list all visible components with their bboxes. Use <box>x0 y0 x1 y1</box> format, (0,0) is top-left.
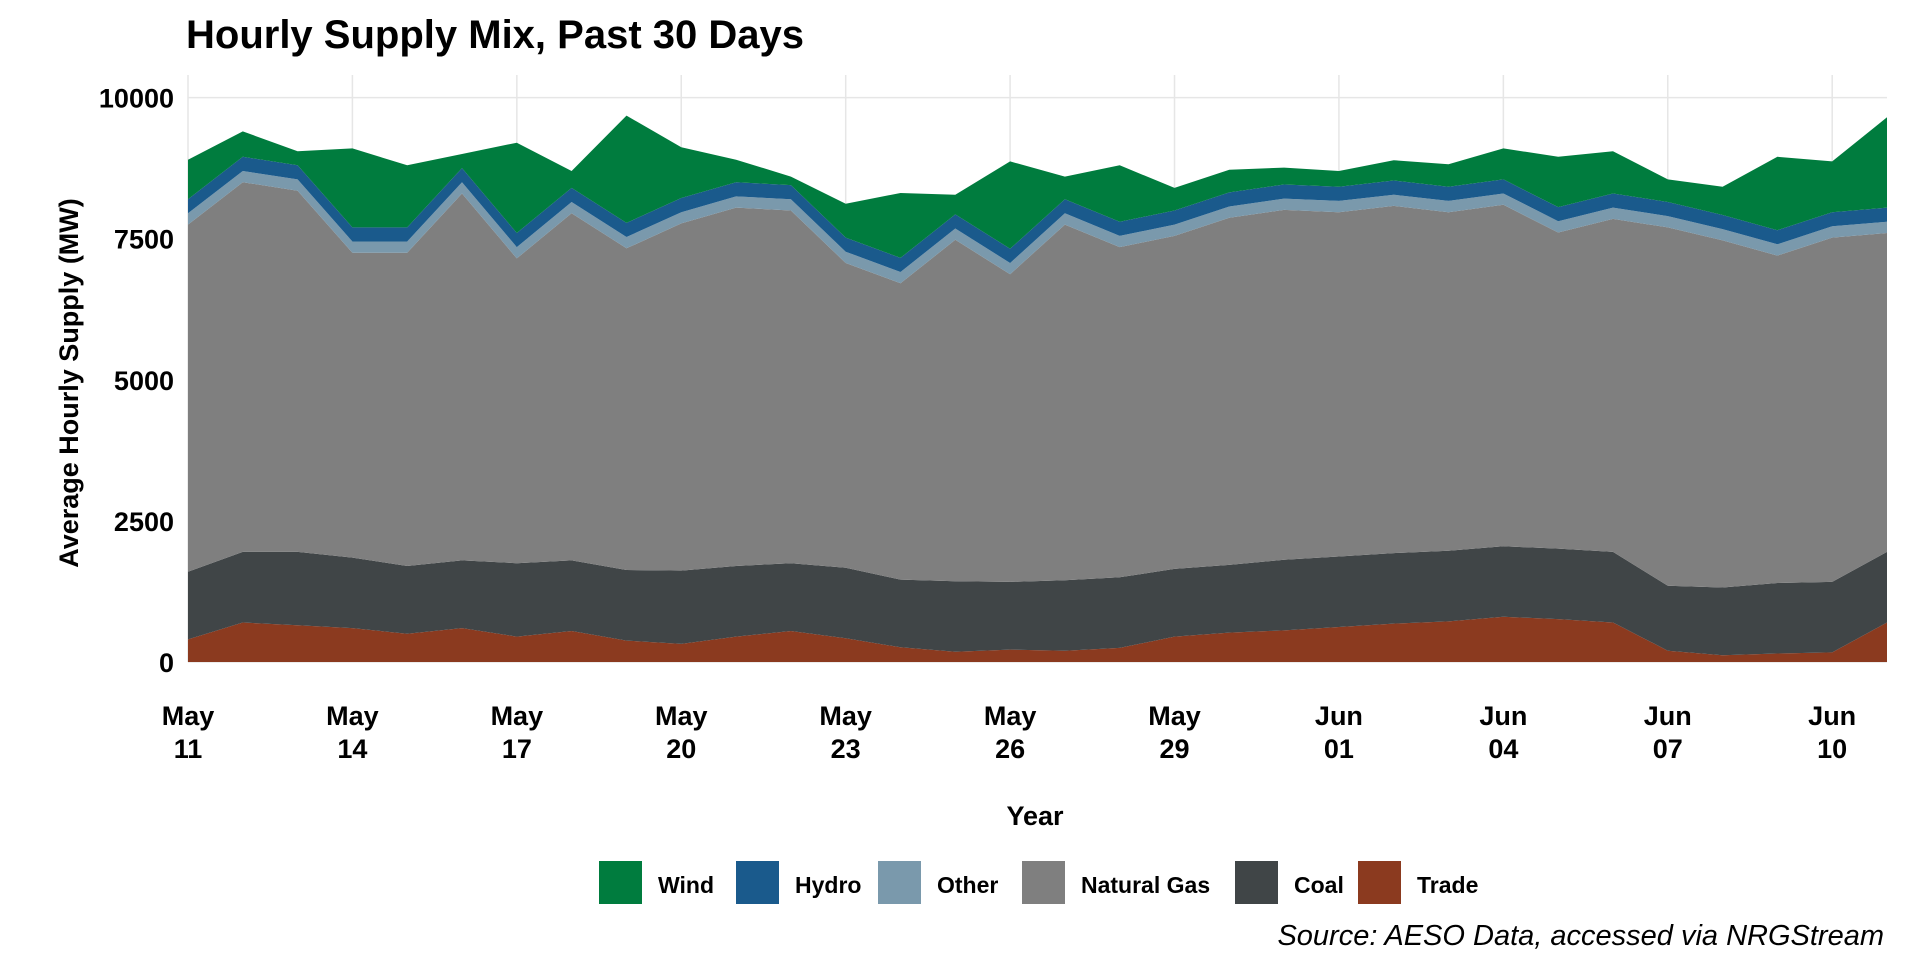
y-axis-ticks: 0 2500 5000 7500 10000 <box>99 84 174 678</box>
legend-label-trade: Trade <box>1417 872 1478 898</box>
x-tick-day-9: 07 <box>1653 734 1683 764</box>
area-hydro <box>188 156 1887 272</box>
legend: Wind Hydro Other Natural Gas Coal Trade <box>599 861 1478 904</box>
legend-label-natural-gas: Natural Gas <box>1081 872 1210 898</box>
legend-swatch-natural-gas <box>1022 861 1065 904</box>
legend-swatch-other <box>878 861 921 904</box>
legend-swatch-trade <box>1358 861 1401 904</box>
x-tick-month-9: Jun <box>1644 701 1692 731</box>
x-tick-day-4: 23 <box>831 734 861 764</box>
legend-label-coal: Coal <box>1294 872 1344 898</box>
legend-label-other: Other <box>937 872 998 898</box>
x-tick-month-8: Jun <box>1479 701 1527 731</box>
x-tick-month-0: May <box>162 701 215 731</box>
x-tick-month-3: May <box>655 701 708 731</box>
x-axis-label: Year <box>1006 801 1064 831</box>
y-tick-label-1: 2500 <box>114 507 174 537</box>
chart-title: Hourly Supply Mix, Past 30 Days <box>186 13 804 57</box>
x-tick-day-6: 29 <box>1159 734 1189 764</box>
source-note: Source: AESO Data, accessed via NRGStrea… <box>1277 920 1884 952</box>
x-tick-day-8: 04 <box>1488 734 1518 764</box>
y-tick-label-2: 5000 <box>114 366 174 396</box>
x-tick-day-7: 01 <box>1324 734 1354 764</box>
area-coal <box>188 546 1887 656</box>
x-tick-day-10: 10 <box>1817 734 1847 764</box>
legend-swatch-hydro <box>736 861 779 904</box>
x-tick-day-0: 11 <box>174 734 203 764</box>
x-tick-month-1: May <box>326 701 379 731</box>
y-axis-label: Average Hourly Supply (MW) <box>54 198 84 568</box>
x-tick-month-2: May <box>491 701 544 731</box>
legend-label-wind: Wind <box>658 872 714 898</box>
x-tick-month-4: May <box>819 701 872 731</box>
x-axis-ticks: May11May14May17May20May23May26May29Jun01… <box>162 701 1856 764</box>
area-other <box>188 171 1887 284</box>
x-tick-day-1: 14 <box>337 734 367 764</box>
x-tick-month-5: May <box>984 701 1037 731</box>
x-tick-month-7: Jun <box>1315 701 1363 731</box>
x-tick-day-2: 17 <box>502 734 532 764</box>
legend-label-hydro: Hydro <box>795 872 861 898</box>
area-wind <box>188 115 1887 258</box>
legend-swatch-coal <box>1235 861 1278 904</box>
y-tick-label-4: 10000 <box>99 84 174 114</box>
x-tick-month-6: May <box>1148 701 1201 731</box>
x-tick-month-10: Jun <box>1808 701 1856 731</box>
legend-swatch-wind <box>599 861 642 904</box>
x-tick-day-3: 20 <box>666 734 696 764</box>
y-tick-label-3: 7500 <box>114 225 174 255</box>
area-trade <box>188 616 1887 662</box>
y-tick-label-0: 0 <box>159 648 174 678</box>
stacked-areas <box>188 115 1887 662</box>
x-tick-day-5: 26 <box>995 734 1025 764</box>
area-natural-gas <box>188 182 1887 588</box>
